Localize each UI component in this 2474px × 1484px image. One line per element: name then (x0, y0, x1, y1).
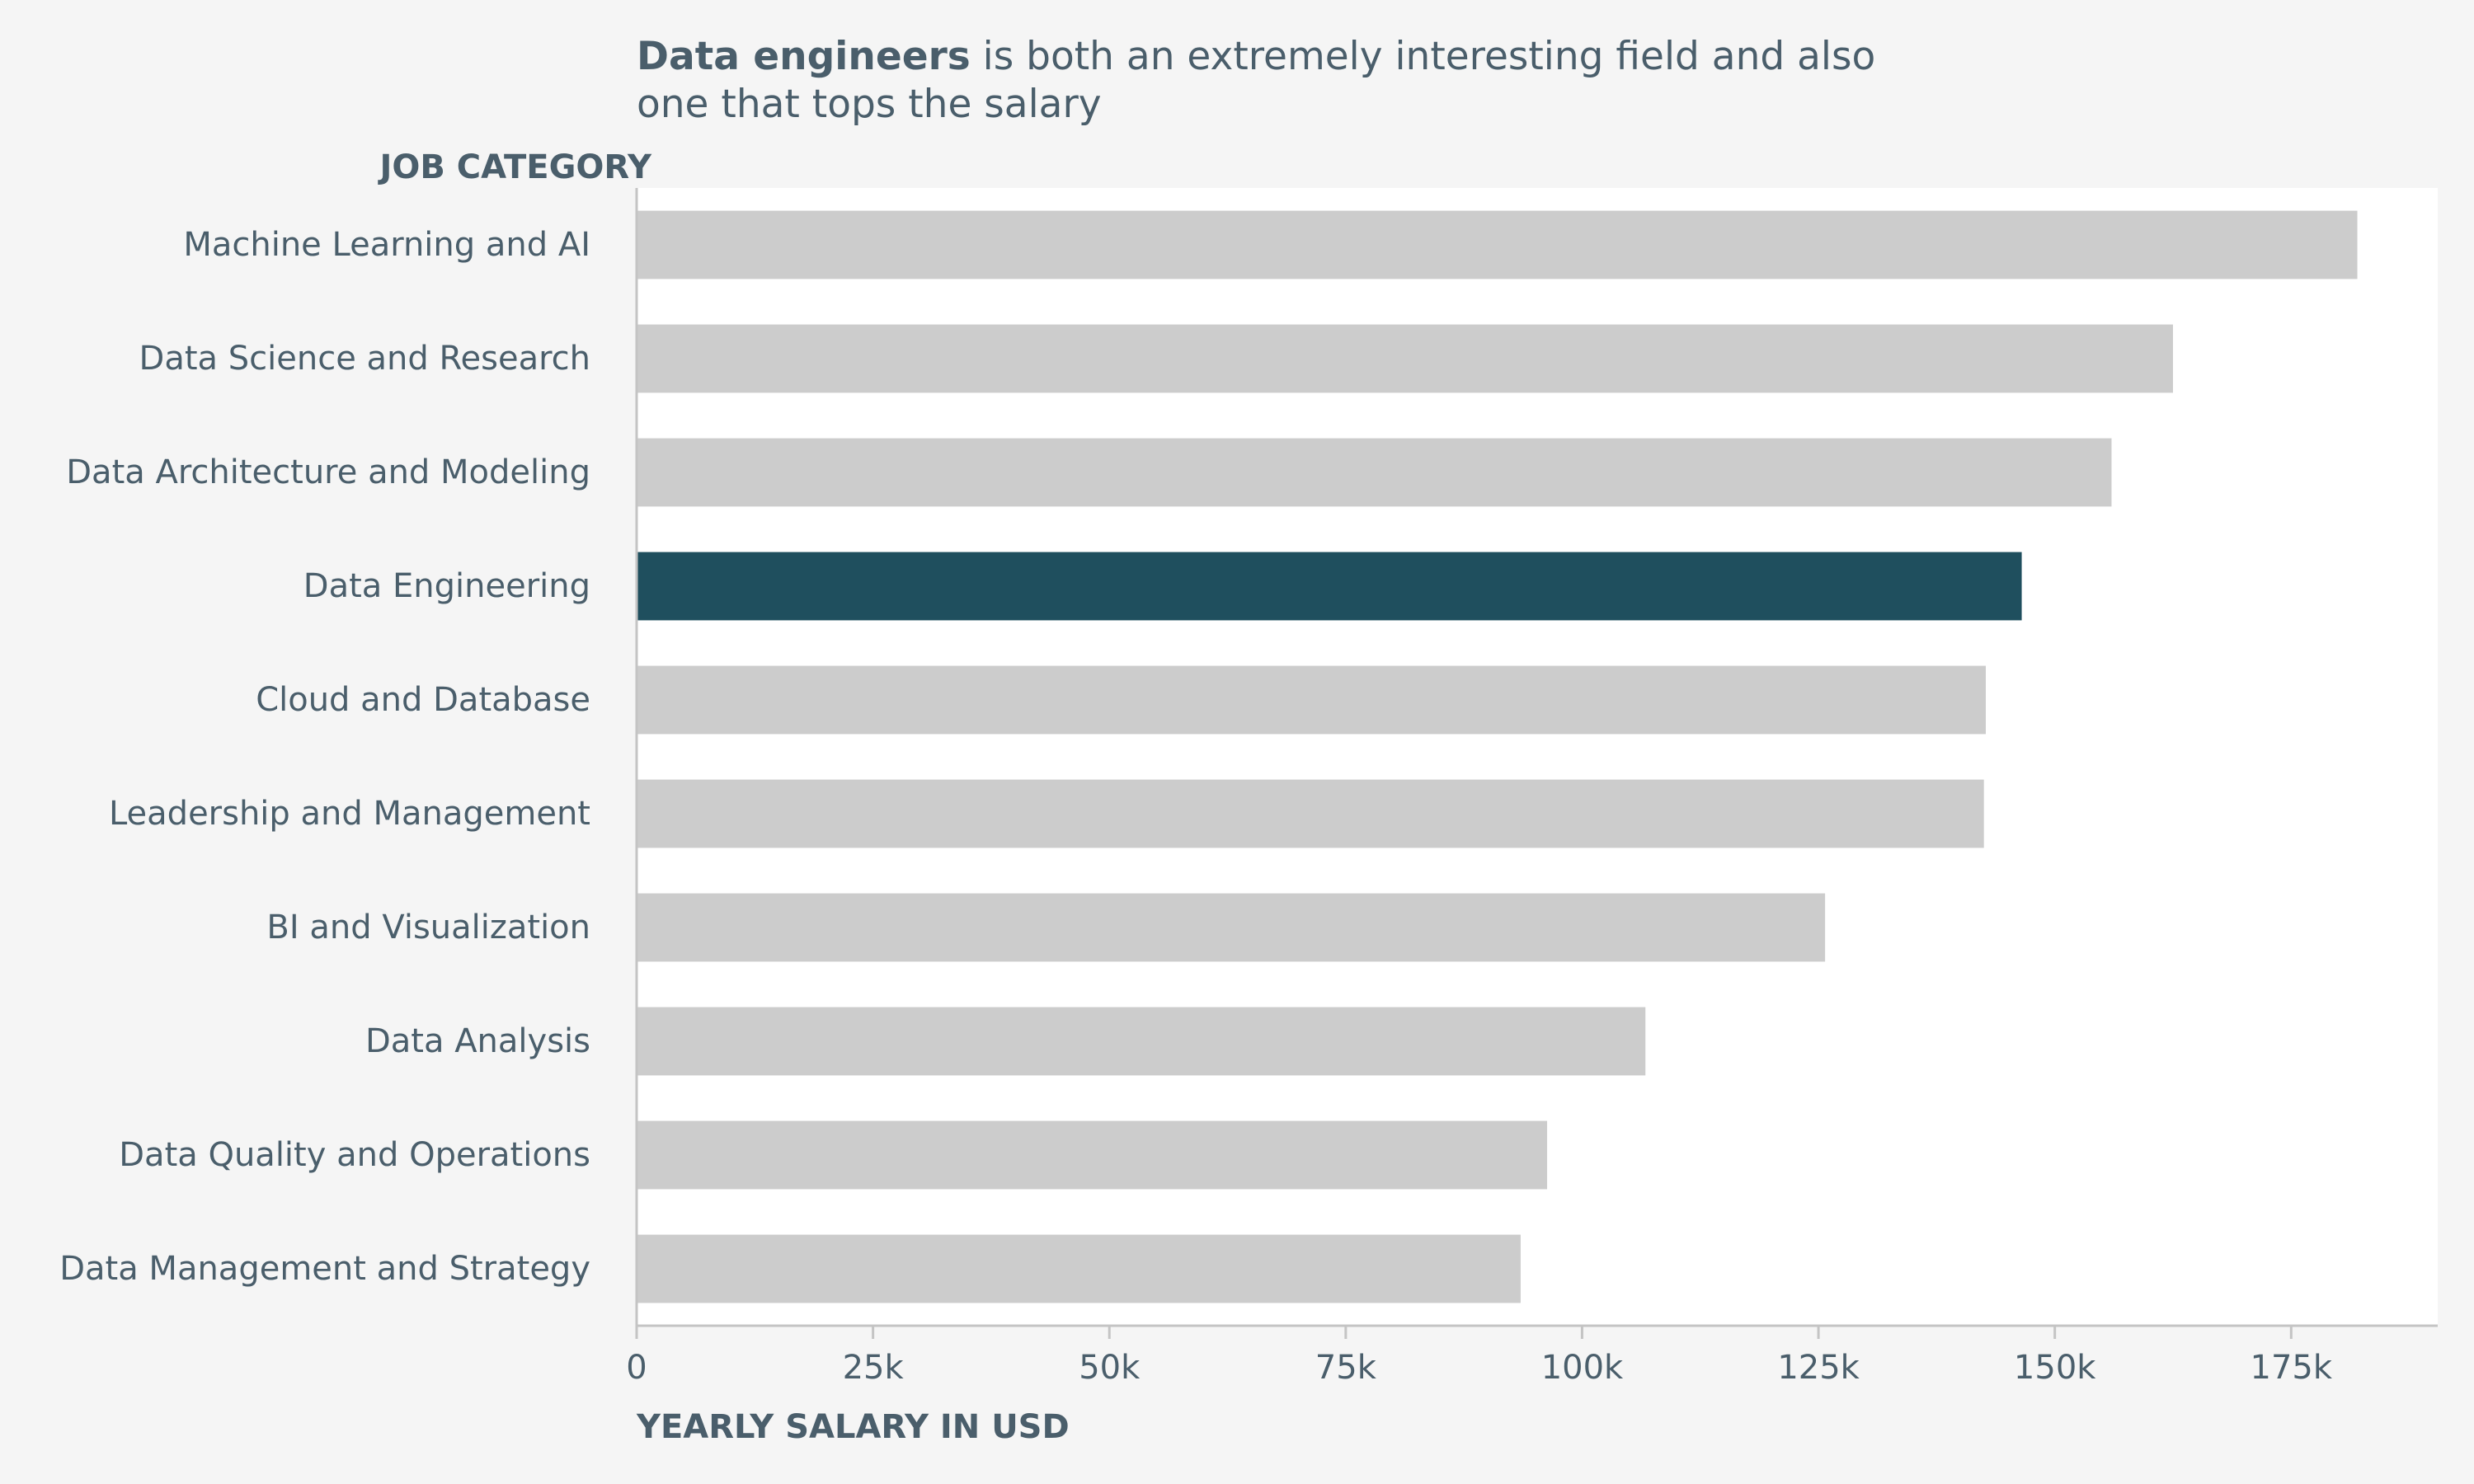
x-tick-label: 175k (2251, 1349, 2333, 1387)
bar-data-quality-and-operations (637, 1120, 1548, 1190)
bar-data-analysis (637, 1007, 1646, 1076)
chart-title-line-1: Data engineers is both an extremely inte… (637, 34, 1875, 79)
bar-data-architecture-and-modeling (637, 438, 2112, 507)
chart-title-line-2: one that tops the salary (637, 82, 1102, 127)
bar-data-management-and-strategy (637, 1234, 1521, 1303)
category-label-cloud-and-database: Cloud and Database (256, 681, 590, 719)
category-label-machine-learning-and-ai: Machine Learning and AI (183, 226, 590, 264)
category-label-data-engineering: Data Engineering (303, 567, 590, 605)
chart-title-bold: Data engineers (637, 34, 971, 79)
bar-cloud-and-database (637, 665, 1986, 735)
x-tick-label: 50k (1079, 1349, 1141, 1387)
x-tick-label: 75k (1315, 1349, 1377, 1387)
x-tick-label: 25k (843, 1349, 905, 1387)
y-axis-title: JOB CATEGORY (377, 148, 652, 186)
x-tick-label: 150k (2014, 1349, 2096, 1387)
chart-title-rest: is both an extremely interesting field a… (971, 34, 1876, 79)
category-label-data-management-and-strategy: Data Management and Strategy (59, 1250, 590, 1288)
bar-machine-learning-and-ai (637, 210, 2358, 279)
category-label-data-quality-and-operations: Data Quality and Operations (119, 1136, 590, 1174)
x-tick-label: 125k (1777, 1349, 1860, 1387)
category-label-leadership-and-management: Leadership and Management (109, 795, 590, 833)
category-label-data-architecture-and-modeling: Data Architecture and Modeling (66, 453, 590, 491)
category-label-data-science-and-research: Data Science and Research (139, 340, 590, 378)
bar-data-engineering (637, 552, 2022, 621)
x-axis-title: YEARLY SALARY IN USD (636, 1408, 1070, 1446)
bar-data-science-and-research (637, 324, 2173, 393)
bar-leadership-and-management (637, 779, 1984, 848)
category-label-data-analysis: Data Analysis (365, 1022, 590, 1060)
bar-bi-and-visualization (637, 893, 1826, 962)
category-label-bi-and-visualization: BI and Visualization (266, 909, 590, 946)
x-tick-label: 100k (1541, 1349, 1624, 1387)
x-tick-label: 0 (626, 1349, 647, 1387)
